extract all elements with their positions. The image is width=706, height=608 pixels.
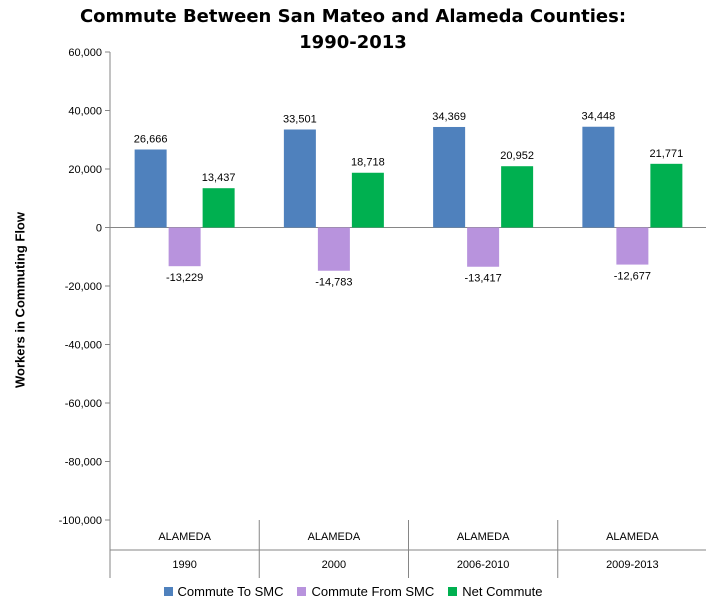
y-tick-label: -80,000 <box>65 457 102 469</box>
bar-chart: 60,000 40,000 20,000 0 -20,000 -40,000 -60,000… <box>59 47 706 578</box>
data-label: -13,229 <box>166 272 203 284</box>
data-label: 18,718 <box>351 157 385 169</box>
legend-swatch-net-commute <box>448 587 458 596</box>
legend-swatch-commute-to-smc <box>163 587 173 596</box>
y-tick-label: 0 <box>96 223 102 235</box>
data-label: 20,952 <box>500 150 534 162</box>
x-period-label: 1990 <box>172 559 196 571</box>
x-category-label: ALAMEDA <box>308 531 361 543</box>
data-label: 34,448 <box>582 111 616 123</box>
x-period-label: 2000 <box>322 559 346 571</box>
chart-title-line-2: 1990-2013 <box>299 32 407 53</box>
y-axis-label: Workers in Commuting Flow <box>12 212 28 388</box>
legend-item-commute-from-smc: Commute From SMC <box>297 584 434 599</box>
data-label: 33,501 <box>283 114 317 126</box>
chart-title: Commute Between San Mateo and Alameda Co… <box>0 4 706 56</box>
y-tick-label: 20,000 <box>68 164 102 176</box>
bar <box>283 129 316 228</box>
bar <box>650 163 683 228</box>
y-tick-label: -40,000 <box>65 340 102 352</box>
x-period-label: 2009-2013 <box>606 559 659 571</box>
chart-title-line-1: Commute Between San Mateo and Alameda Co… <box>79 6 627 27</box>
bar <box>317 227 350 271</box>
legend-swatch-commute-from-smc <box>297 587 307 596</box>
legend: Commute To SMC Commute From SMC Net Comm… <box>0 584 706 599</box>
x-category-label: ALAMEDA <box>158 531 211 543</box>
y-tick-label: -60,000 <box>65 398 102 410</box>
legend-item-net-commute: Net Commute <box>448 584 542 599</box>
data-label: 21,771 <box>650 148 684 160</box>
bar <box>582 126 615 228</box>
data-label: 26,666 <box>134 134 168 146</box>
y-tick-label: 60,000 <box>68 47 102 59</box>
bar <box>202 188 235 228</box>
bar <box>433 126 466 228</box>
data-label: -13,417 <box>464 273 501 285</box>
bar <box>501 166 534 228</box>
y-tick-label: -20,000 <box>65 281 102 293</box>
legend-label-commute-from-smc: Commute From SMC <box>311 584 435 599</box>
bar <box>168 227 201 267</box>
data-label: -14,783 <box>315 277 352 289</box>
y-tick-label: -100,000 <box>59 515 102 527</box>
data-label: 34,369 <box>432 111 466 123</box>
x-category-label: ALAMEDA <box>457 531 510 543</box>
x-category-label: ALAMEDA <box>606 531 659 543</box>
data-label: 13,437 <box>202 172 236 184</box>
y-tick-label: 40,000 <box>68 106 102 118</box>
legend-label-net-commute: Net Commute <box>462 584 543 599</box>
legend-label-commute-to-smc: Commute To SMC <box>177 584 284 599</box>
bar <box>134 149 167 228</box>
bar <box>351 172 384 228</box>
x-period-label: 2006-2010 <box>457 559 510 571</box>
bar <box>616 227 649 265</box>
legend-item-commute-to-smc: Commute To SMC <box>163 584 284 599</box>
bar <box>467 227 500 267</box>
data-label: -12,677 <box>614 271 651 283</box>
